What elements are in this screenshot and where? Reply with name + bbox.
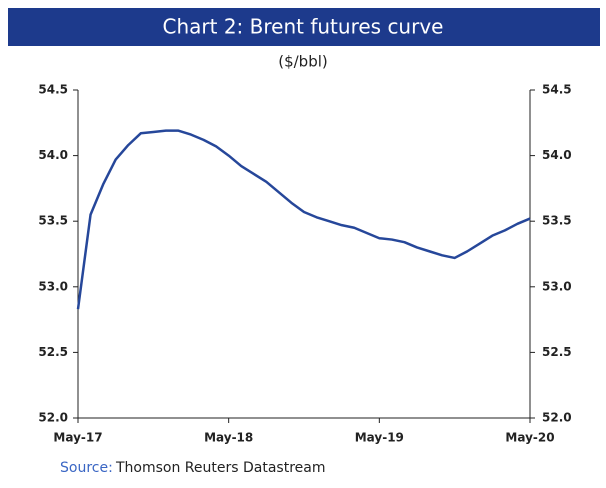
chart-title: Chart 2: Brent futures curve bbox=[163, 15, 444, 39]
y2-tick-label: 52.0 bbox=[542, 411, 572, 425]
source-label: Source: bbox=[60, 460, 113, 476]
y2-tick-label: 52.5 bbox=[542, 345, 572, 359]
title-banner bbox=[8, 8, 600, 46]
y2-tick-label: 53.5 bbox=[542, 214, 572, 228]
y2-tick-label: 53.0 bbox=[542, 279, 572, 293]
chart-subtitle: ($/bbl) bbox=[278, 53, 328, 71]
x-tick-label: May-19 bbox=[355, 431, 404, 445]
y-tick-label: 53.5 bbox=[38, 214, 68, 228]
y-tick-label: 54.0 bbox=[38, 148, 68, 162]
y2-tick-label: 54.0 bbox=[542, 148, 572, 162]
source-text: Thomson Reuters Datastream bbox=[115, 460, 326, 476]
y-tick-label: 52.5 bbox=[38, 345, 68, 359]
y-tick-label: 54.5 bbox=[38, 83, 68, 97]
line-series bbox=[76, 129, 531, 310]
x-tick-label: May-17 bbox=[53, 431, 102, 445]
x-tick-label: May-20 bbox=[505, 431, 554, 445]
y-tick-label: 53.0 bbox=[38, 279, 68, 293]
y2-tick-label: 54.5 bbox=[542, 83, 572, 97]
x-tick-label: May-18 bbox=[204, 431, 253, 445]
y-tick-label: 52.0 bbox=[38, 411, 68, 425]
